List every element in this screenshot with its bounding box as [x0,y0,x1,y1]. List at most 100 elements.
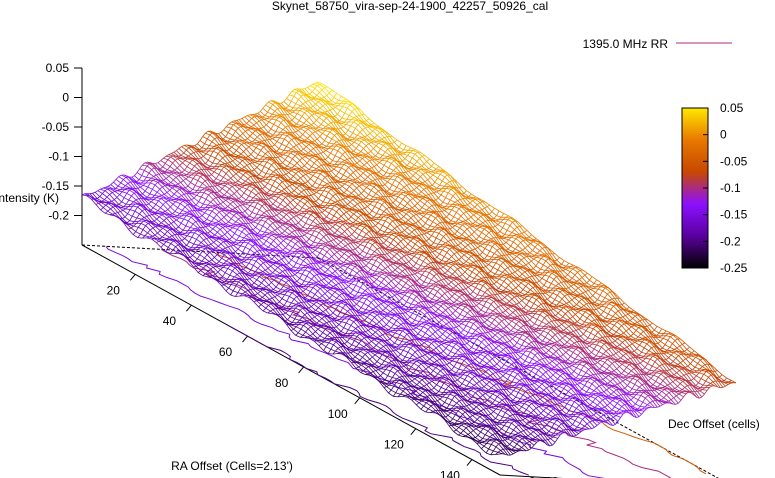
mesh-segment [361,230,367,235]
mesh-segment [228,123,234,125]
mesh-segment [596,279,602,284]
mesh-segment [376,213,382,216]
mesh-segment [352,157,358,164]
mesh-segment [275,200,281,205]
mesh-segment [490,220,496,227]
mesh-segment [584,385,590,389]
mesh-segment [231,121,237,124]
mesh-segment [394,295,400,302]
mesh-segment [622,316,628,322]
mesh-segment [345,98,351,103]
mesh-segment [288,142,294,148]
mesh-segment [291,119,297,125]
mesh-segment [565,352,571,357]
mesh-segment [381,236,387,241]
mesh-segment [313,127,318,132]
mesh-segment [358,234,364,238]
mesh-segment [388,175,393,177]
mesh-segment [476,274,482,279]
mesh-segment [319,107,326,113]
mesh-segment [219,165,225,168]
mesh-segment [432,184,438,189]
mesh-segment [539,250,545,255]
mesh-segment [513,235,519,238]
mesh-segment [482,243,488,245]
mesh-segment [672,381,678,387]
mesh-segment [537,337,543,342]
mesh-segment [417,179,423,184]
mesh-segment [579,279,585,285]
mesh-segment [669,369,675,375]
mesh-segment [231,146,237,151]
mesh-segment [322,83,328,88]
mesh-segment [376,164,382,170]
mesh-segment [620,336,626,341]
mesh-segment [468,286,474,292]
mesh-segment [377,267,383,271]
mesh-segment [288,172,294,177]
mesh-segment [437,224,443,229]
mesh-segment [456,187,462,195]
mesh-segment [366,187,372,191]
mesh-segment [328,116,334,123]
mesh-segment [391,234,397,237]
mesh-segment [296,92,302,97]
mesh-segment [547,267,553,271]
mesh-segment [409,200,416,207]
mesh-segment [327,156,333,161]
mesh-segment [682,344,688,350]
mesh-segment [644,367,650,371]
mesh-segment [444,246,450,250]
mesh-segment [495,226,501,232]
mesh-segment [359,225,365,228]
mesh-segment [621,363,627,368]
mesh-segment [439,288,445,294]
mesh-segment [509,266,516,273]
mesh-segment [327,110,333,117]
mesh-segment [342,224,348,230]
mesh-segment [355,220,361,224]
mesh-segment [344,112,350,116]
mesh-segment [520,242,526,249]
mesh-segment [536,253,542,256]
mesh-segment [637,364,643,371]
mesh-segment [355,170,361,176]
mesh-segment [481,300,487,302]
mesh-segment [220,184,225,187]
mesh-segment [554,253,560,258]
mesh-segment [556,276,562,283]
mesh-segment [423,163,430,169]
mesh-segment [303,148,309,154]
mesh-segment [227,183,233,187]
mesh-segment [357,246,363,252]
mesh-segment [239,188,245,194]
mesh-segment [504,319,510,325]
mesh-segment [326,187,332,190]
mesh-segment [313,98,319,103]
mesh-segment [612,320,617,323]
mesh-segment [242,174,249,179]
mesh-segment [345,133,351,138]
mesh-segment [442,201,448,205]
mesh-segment [300,128,306,132]
mesh-segment [324,210,330,214]
mesh-segment [567,310,574,317]
mesh-segment [625,315,631,321]
mesh-segment [350,174,356,180]
mesh-segment [483,261,489,265]
mesh-segment [365,265,371,270]
mesh-segment [382,225,388,229]
mesh-segment [340,147,346,153]
mesh-segment [616,402,623,407]
mesh-segment [427,200,433,206]
mesh-segment [571,405,577,409]
mesh-segment [681,392,687,394]
mesh-segment [620,357,626,362]
mesh-segment [204,143,210,146]
mesh-segment [405,237,411,242]
mesh-segment [504,269,510,275]
mesh-segment [529,366,534,369]
mesh-segment [612,291,618,299]
mesh-segment [551,253,558,261]
mesh-segment [463,329,469,333]
